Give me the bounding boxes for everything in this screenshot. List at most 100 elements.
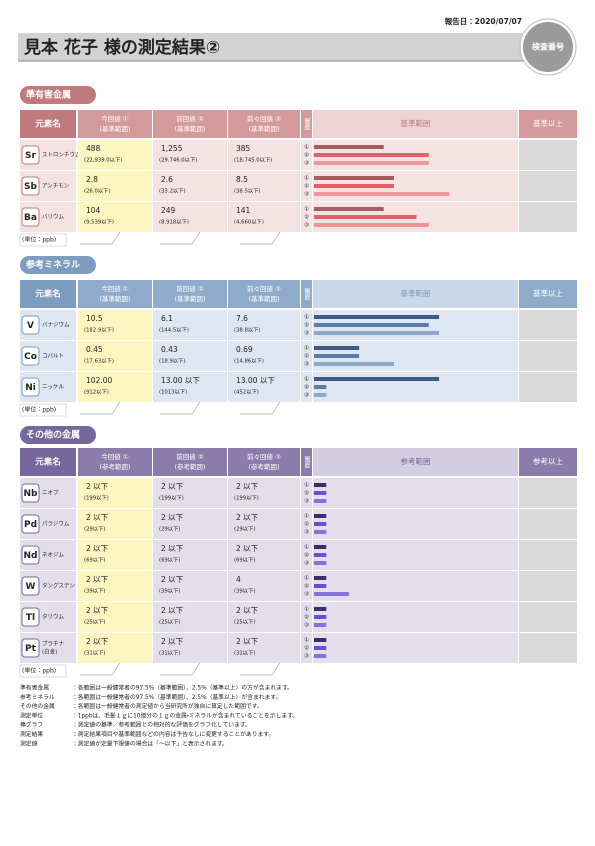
- graph-cell: [313, 478, 518, 508]
- header-prev2: 前々回値 ③: [247, 284, 281, 293]
- history-mark: ②: [304, 490, 309, 497]
- header-cell: [153, 448, 227, 476]
- history-bar: [314, 561, 327, 565]
- history-bar: [314, 346, 360, 350]
- header-cell: [228, 280, 300, 308]
- reference-range: (38.8以下): [234, 327, 261, 334]
- unit-box: [19, 233, 67, 247]
- history-cell: [301, 171, 312, 201]
- header-current: (基準範囲): [99, 124, 130, 133]
- value-cell: [228, 140, 300, 170]
- page-title: 見本 花子 様の測定結果②: [23, 37, 220, 58]
- header-cell: [313, 448, 518, 476]
- history-mark: ③: [304, 623, 309, 629]
- history-bar: [314, 530, 327, 534]
- value-cell: [153, 140, 227, 170]
- measured-value: 1,255: [161, 144, 183, 153]
- history-mark: ①: [304, 607, 309, 613]
- header-current: 今回値 ①: [101, 452, 129, 461]
- element-name: ネオジム: [42, 552, 65, 559]
- reference-range: (14.86以下): [234, 358, 264, 365]
- measured-value: 2 以下: [236, 544, 259, 553]
- history-mark: ①: [304, 346, 309, 352]
- history-mark: ①: [304, 638, 309, 644]
- reference-range: (31以下): [234, 650, 255, 657]
- history-bar: [314, 354, 360, 358]
- value-cell: [228, 310, 300, 340]
- reference-range: (144.5以下): [159, 327, 189, 334]
- header-above: 基準以上: [533, 288, 563, 298]
- history-bar: [314, 377, 440, 381]
- header-range: 参考範囲: [401, 456, 431, 466]
- header-range: 基準範囲: [401, 118, 431, 128]
- element-symbol: V: [27, 321, 34, 331]
- measured-value: 7.6: [236, 314, 248, 323]
- above-cell: [519, 571, 577, 601]
- reference-range: (69以下): [84, 557, 105, 564]
- unit-label: (単位：ppb): [22, 236, 56, 244]
- reference-range: (8,918以下): [159, 219, 189, 226]
- element-symbol: Ni: [25, 383, 36, 393]
- history-bar: [314, 545, 327, 549]
- symbol-badge: [21, 483, 40, 503]
- history-mark: ①: [304, 545, 309, 551]
- reference-range: (199以下): [159, 495, 184, 502]
- measured-value: 0.43: [161, 345, 178, 354]
- element-name: バリウム: [42, 213, 65, 221]
- history-bar: [314, 522, 327, 526]
- reference-range: (18.9以下): [159, 358, 186, 365]
- value-cell: [228, 540, 300, 570]
- reference-range: (26.0以下): [84, 188, 111, 195]
- history-mark: ①: [304, 315, 309, 321]
- element-symbol: Sb: [24, 182, 37, 192]
- section-pill: [20, 86, 96, 104]
- note-text: ：1ppbは、毛髪１ｇに10億分の１ｇの金属・ミネラルが含まれていることを示しま…: [72, 711, 298, 719]
- history-bar: [314, 654, 327, 658]
- above-cell: [519, 540, 577, 570]
- symbol-badge: [21, 514, 40, 534]
- element-name: パラジウム: [42, 520, 70, 528]
- leader-line: [80, 231, 121, 245]
- history-bar: [314, 362, 394, 366]
- history-bar: [314, 223, 429, 227]
- reference-range: (29以下): [84, 526, 105, 533]
- value-cell: [78, 633, 152, 663]
- element-name: コバルト: [42, 353, 64, 360]
- header-prev2: (基準範囲): [248, 294, 279, 303]
- measured-value: 488: [86, 144, 101, 153]
- header-prev2: (参考範囲): [248, 462, 279, 471]
- history-mark: ②: [304, 214, 309, 221]
- value-cell: [153, 310, 227, 340]
- reference-range: (29,746.0以下): [159, 157, 197, 164]
- history-mark: ②: [304, 322, 309, 329]
- above-cell: [519, 140, 577, 170]
- header-cell: [20, 110, 76, 138]
- header-cell: [78, 280, 152, 308]
- header-current: 今回値 ①: [101, 114, 129, 123]
- element-name: アンチモン: [42, 183, 70, 190]
- value-cell: [228, 341, 300, 371]
- reference-range: (182.9以下): [84, 327, 114, 334]
- element-name: プラチナ: [42, 641, 65, 648]
- value-cell: [228, 509, 300, 539]
- history-mark: ③: [304, 654, 309, 660]
- history-bar: [314, 176, 394, 180]
- value-cell: [78, 171, 152, 201]
- reference-range: (1013以下): [159, 389, 187, 396]
- measured-value: 2 以下: [236, 513, 259, 522]
- measured-value: 2.8: [86, 175, 98, 184]
- measured-value: 2 以下: [236, 606, 259, 615]
- reference-range: (18,745.0以下): [234, 157, 272, 164]
- history-bar: [314, 584, 327, 588]
- history-mark: ①: [304, 514, 309, 520]
- leader-line: [80, 401, 121, 415]
- header-cell: [301, 448, 312, 476]
- history-mark: ②: [304, 353, 309, 360]
- measured-value: 2 以下: [86, 482, 109, 491]
- reference-range: (39以下): [234, 588, 255, 595]
- header-above: 参考以上: [533, 456, 563, 466]
- measured-value: 2 以下: [161, 513, 184, 522]
- history-bar: [314, 623, 327, 627]
